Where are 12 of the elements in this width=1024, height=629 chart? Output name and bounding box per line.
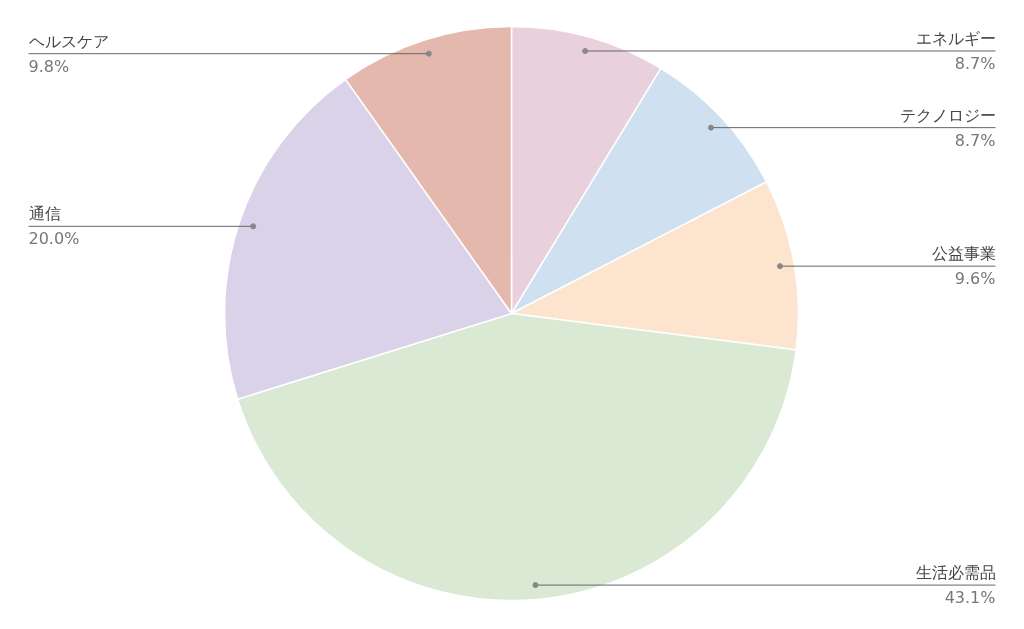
slice-label: 公益事業: [931, 244, 996, 264]
slice-label: エネルギー: [915, 28, 996, 48]
slice-label: テクノロジー: [899, 105, 996, 125]
data-label: 8.7%: [954, 130, 996, 150]
data-label: 43.1%: [944, 588, 996, 608]
data-label: 9.8%: [28, 56, 70, 76]
data-label: 8.7%: [954, 53, 996, 73]
slice-label: 通信: [28, 204, 61, 224]
slice-label: 生活必需品: [915, 563, 996, 583]
slice-label: ヘルスケア: [28, 31, 109, 51]
data-label: 9.6%: [954, 269, 996, 289]
data-label: 20.0%: [28, 229, 80, 249]
